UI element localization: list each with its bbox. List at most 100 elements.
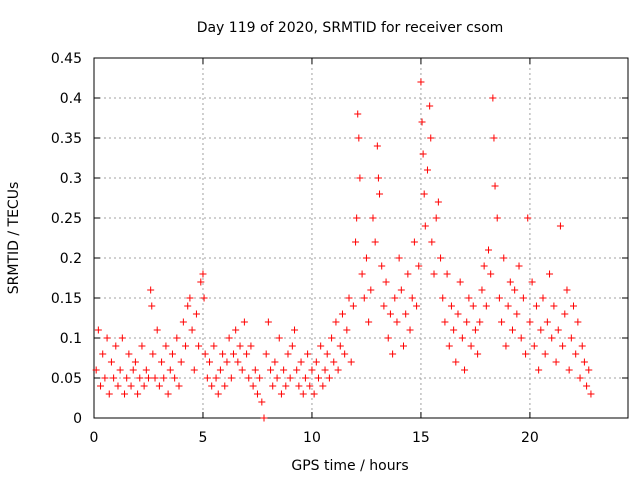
data-point [498,318,506,326]
data-point [515,262,523,270]
data-point [212,374,220,382]
data-point [140,382,148,390]
ticks [93,57,628,419]
data-point [456,278,464,286]
data-point [284,350,292,358]
data-point [426,102,434,110]
data-point [247,342,255,350]
data-point [162,342,170,350]
data-point [365,318,373,326]
y-tick-label: 0.1 [60,331,82,347]
data-point [554,326,562,334]
data-point [447,302,455,310]
data-point [179,318,187,326]
data-point [253,390,261,398]
data-point [125,350,133,358]
data-point [445,342,453,350]
data-point [121,390,129,398]
data-point [541,350,549,358]
data-point [502,342,510,350]
y-tick-label: 0.05 [51,371,82,387]
data-point [546,270,554,278]
x-tick-label: 20 [521,430,539,446]
data-point [378,262,386,270]
data-point [491,182,499,190]
data-point [517,334,525,342]
data-point [186,294,194,302]
data-point [107,358,115,366]
data-point [123,374,131,382]
data-point [508,326,516,334]
data-point [317,342,325,350]
data-point [360,294,368,302]
data-point [371,238,379,246]
data-point [338,310,346,318]
data-point [138,342,146,350]
data-point [535,366,543,374]
data-point [376,190,384,198]
data-point [229,350,237,358]
data-point [190,366,198,374]
data-point [561,310,569,318]
data-point [264,318,272,326]
data-point [275,334,283,342]
data-point [155,382,163,390]
data-point [480,262,488,270]
data-point [334,366,342,374]
data-point [511,286,519,294]
data-point [565,366,573,374]
data-point [92,366,100,374]
data-point [323,350,331,358]
data-point [465,294,473,302]
data-point [206,358,214,366]
data-point [489,94,497,102]
data-point [563,286,571,294]
data-point [136,374,144,382]
data-point [522,350,530,358]
data-point [454,310,462,318]
data-point [395,254,403,262]
data-point [144,374,152,382]
data-point [219,350,227,358]
data-point [504,302,512,310]
data-point [260,414,268,422]
data-point [240,318,248,326]
data-point [469,302,477,310]
data-point [325,374,333,382]
x-tick-label: 10 [303,430,321,446]
data-point [550,302,558,310]
data-point [437,254,445,262]
data-point [559,342,567,350]
data-point [393,318,401,326]
data-point [149,350,157,358]
data-point [188,326,196,334]
data-point [201,350,209,358]
data-point [221,382,229,390]
data-points [92,78,595,422]
data-point [354,110,362,118]
data-point [406,326,414,334]
y-tick-label: 0.25 [51,211,82,227]
data-point [116,366,124,374]
data-point [251,366,259,374]
data-point [208,382,216,390]
data-point [227,374,235,382]
data-point [103,334,111,342]
data-point [552,358,560,366]
data-point [291,326,299,334]
data-point [418,118,426,126]
data-point [485,246,493,254]
data-point [415,262,423,270]
data-point [142,366,150,374]
data-point [214,390,222,398]
data-point [355,134,363,142]
data-point [530,342,538,350]
data-point [500,254,508,262]
data-point [319,382,327,390]
data-point [570,302,578,310]
data-point [168,350,176,358]
data-point [417,78,425,86]
data-point [258,398,266,406]
data-point [288,342,296,350]
